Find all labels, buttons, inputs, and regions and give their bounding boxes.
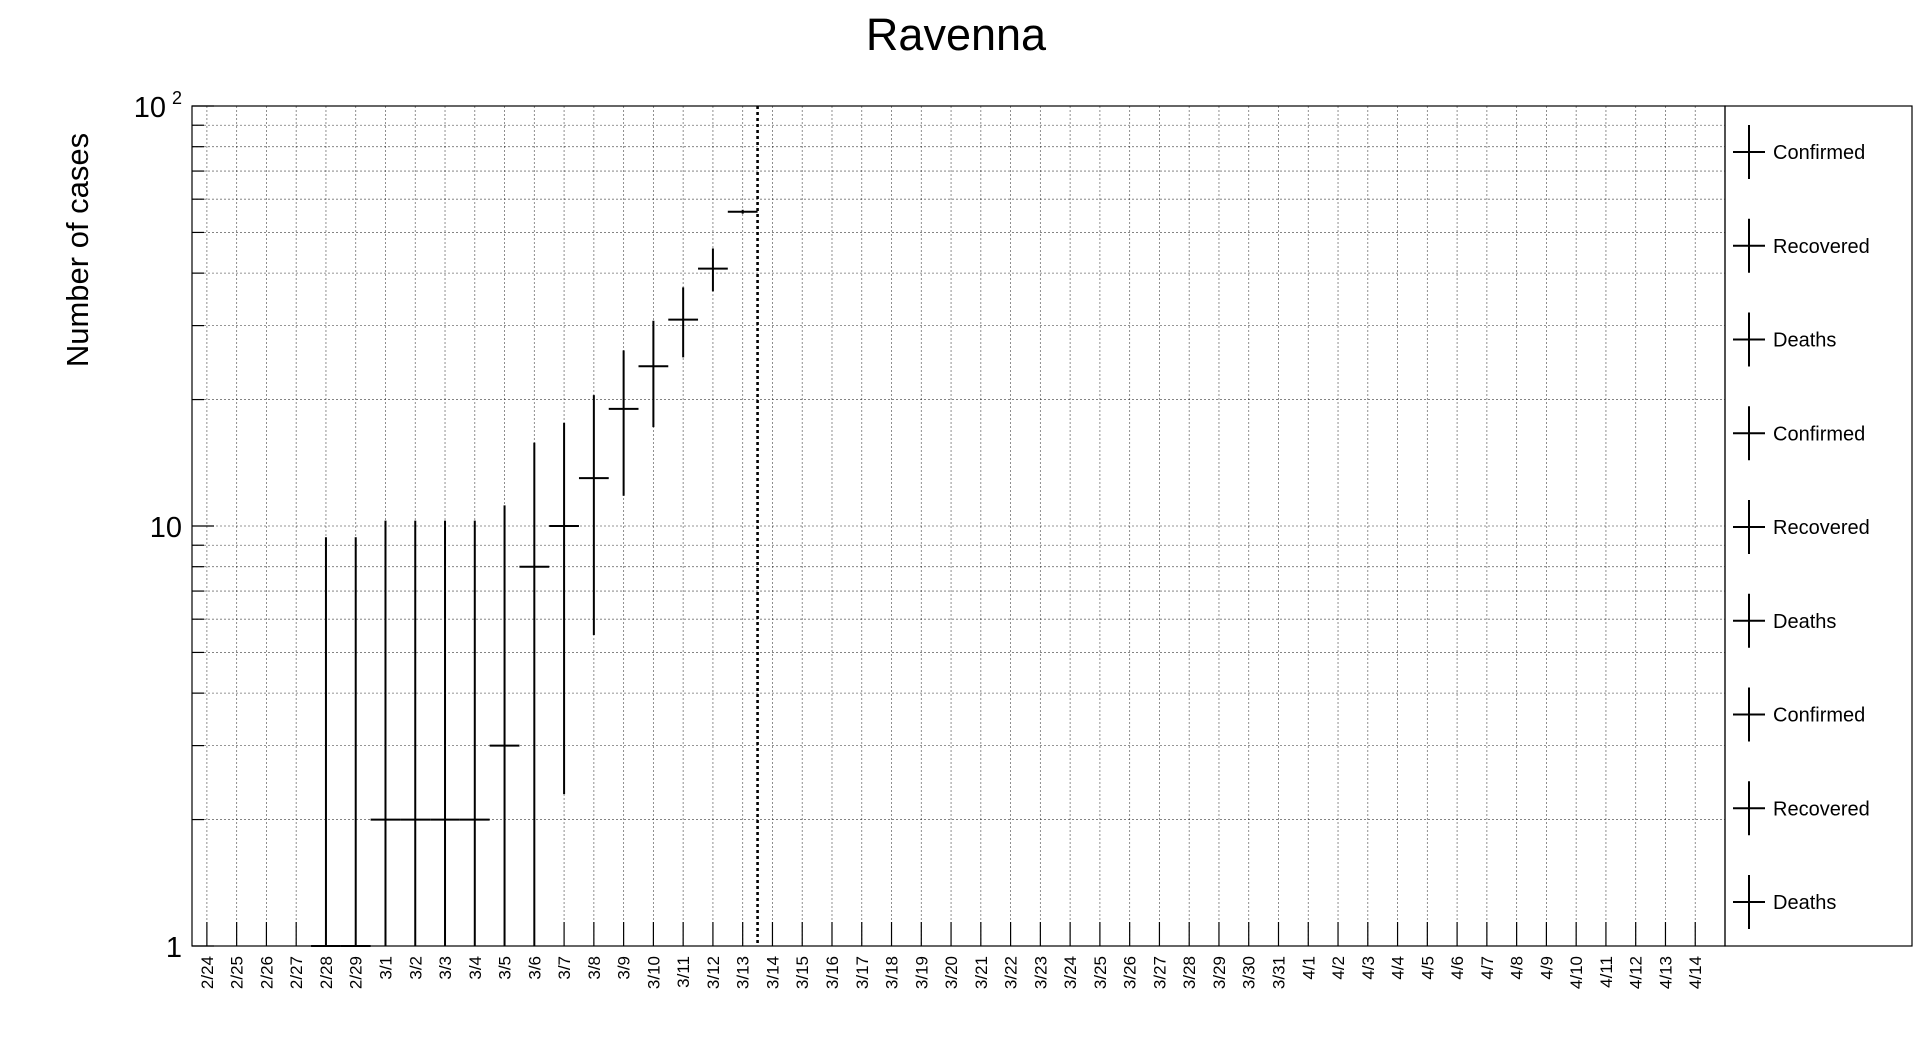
x-tick-label: 4/9 bbox=[1537, 956, 1556, 980]
x-tick-label: 3/10 bbox=[644, 956, 663, 989]
x-tick-label: 3/1 bbox=[376, 956, 395, 980]
x-tick-label: 3/22 bbox=[1002, 956, 1021, 989]
legend-label: Deaths bbox=[1773, 892, 1836, 914]
data-point bbox=[608, 350, 639, 496]
x-tick-label: 3/28 bbox=[1180, 956, 1199, 989]
x-tick-label: 3/27 bbox=[1150, 956, 1169, 989]
legend-label: Confirmed bbox=[1773, 423, 1865, 445]
legend-label: Recovered bbox=[1773, 798, 1870, 820]
data-point bbox=[668, 287, 699, 358]
x-tick-label: 3/24 bbox=[1061, 956, 1080, 989]
x-tick-label: 4/12 bbox=[1627, 956, 1646, 989]
x-axis: 2/24 2/25 2/26 2/27 2/28 2/29 3/1 3/2 3/3 3/4 3/5 3… bbox=[198, 922, 1705, 989]
data-point bbox=[430, 520, 460, 946]
x-tick-label: 2/29 bbox=[347, 956, 366, 989]
x-tick-label: 4/6 bbox=[1448, 956, 1467, 980]
x-tick-label: 3/26 bbox=[1121, 956, 1140, 989]
data-points bbox=[311, 209, 758, 947]
x-tick-label: 3/29 bbox=[1210, 956, 1229, 989]
x-tick-label: 3/25 bbox=[1091, 956, 1110, 989]
x-tick-label: 2/28 bbox=[317, 956, 336, 989]
data-point bbox=[400, 520, 431, 946]
legend-label: Recovered bbox=[1773, 517, 1870, 539]
x-tick-label: 4/5 bbox=[1418, 956, 1437, 980]
x-tick-label: 4/7 bbox=[1478, 956, 1497, 980]
x-tick-label: 3/21 bbox=[972, 956, 991, 989]
x-tick-label: 3/31 bbox=[1269, 956, 1288, 989]
x-tick-label: 3/17 bbox=[853, 956, 872, 989]
legend-entry: Confirmed bbox=[1733, 406, 1865, 461]
data-point bbox=[519, 442, 550, 946]
legend-label: Confirmed bbox=[1773, 705, 1865, 727]
x-tick-label: 3/6 bbox=[525, 956, 544, 980]
x-tick-label: 4/11 bbox=[1597, 956, 1616, 988]
x-tick-label: 3/5 bbox=[496, 956, 515, 980]
data-point bbox=[370, 520, 401, 946]
x-tick-label: 3/23 bbox=[1031, 956, 1050, 989]
data-point bbox=[489, 505, 520, 946]
legend-label: Confirmed bbox=[1773, 142, 1865, 164]
x-tick-label: 4/3 bbox=[1359, 956, 1378, 980]
legend: Confirmed Recovered Deaths Confirmed Recover… bbox=[1724, 105, 1913, 947]
y-tick-label: 10 bbox=[134, 92, 166, 124]
x-tick-label: 3/15 bbox=[793, 956, 812, 989]
y-tick-label: 1 bbox=[166, 932, 182, 964]
x-tick-label: 3/14 bbox=[763, 956, 782, 989]
x-tick-label: 3/9 bbox=[615, 956, 634, 980]
x-tick-label: 3/30 bbox=[1240, 956, 1259, 989]
data-point bbox=[698, 248, 728, 292]
legend-entry: Deaths bbox=[1733, 875, 1836, 929]
data-point bbox=[578, 395, 609, 636]
x-tick-label: 3/16 bbox=[823, 956, 842, 989]
x-tick-label: 3/12 bbox=[704, 956, 723, 989]
legend-entry: Recovered bbox=[1733, 781, 1870, 836]
x-tick-label: 3/8 bbox=[585, 956, 604, 980]
x-tick-label: 4/1 bbox=[1299, 956, 1318, 980]
legend-entry: Confirmed bbox=[1733, 125, 1865, 179]
x-tick-label: 3/19 bbox=[912, 956, 931, 989]
x-tick-label: 3/20 bbox=[942, 956, 961, 989]
x-tick-label: 4/13 bbox=[1656, 956, 1675, 989]
x-tick-label: 2/24 bbox=[198, 956, 217, 989]
x-tick-label: 2/25 bbox=[228, 956, 247, 989]
y-axis: 1 10 10 2 bbox=[134, 88, 214, 964]
x-tick-label: 3/11 bbox=[674, 956, 693, 988]
x-tick-label: 3/13 bbox=[734, 956, 753, 989]
legend-label: Deaths bbox=[1773, 330, 1836, 352]
x-tick-label: 4/10 bbox=[1567, 956, 1586, 989]
y-tick-label: 10 bbox=[150, 512, 182, 544]
y-axis-title: Number of cases bbox=[60, 133, 95, 367]
x-tick-label: 4/4 bbox=[1389, 956, 1408, 980]
data-point bbox=[638, 320, 669, 428]
x-tick-label: 4/8 bbox=[1508, 956, 1527, 980]
x-tick-label: 3/18 bbox=[883, 956, 902, 989]
legend-entry: Recovered bbox=[1733, 500, 1870, 554]
data-point bbox=[727, 209, 758, 214]
legend-label: Recovered bbox=[1773, 236, 1870, 258]
data-point bbox=[311, 537, 341, 947]
x-tick-label: 3/3 bbox=[436, 956, 455, 980]
x-tick-label: 3/7 bbox=[555, 956, 574, 980]
legend-box bbox=[1724, 105, 1913, 947]
x-tick-label: 2/26 bbox=[257, 956, 276, 989]
legend-entry: Deaths bbox=[1733, 312, 1836, 367]
x-tick-label: 3/4 bbox=[466, 956, 485, 980]
x-tick-label: 4/14 bbox=[1686, 956, 1705, 989]
data-point bbox=[459, 520, 490, 946]
x-tick-label: 2/27 bbox=[287, 956, 306, 989]
chart-title: Ravenna bbox=[866, 9, 1047, 60]
data-point bbox=[549, 422, 579, 795]
y-tick-exponent: 2 bbox=[172, 88, 182, 108]
legend-entry: Recovered bbox=[1733, 218, 1870, 273]
legend-entry: Confirmed bbox=[1733, 687, 1865, 742]
legend-entry: Deaths bbox=[1733, 593, 1836, 648]
legend-label: Deaths bbox=[1773, 611, 1836, 633]
data-point bbox=[340, 537, 371, 947]
x-tick-label: 3/2 bbox=[406, 956, 425, 980]
x-tick-label: 4/2 bbox=[1329, 956, 1348, 980]
